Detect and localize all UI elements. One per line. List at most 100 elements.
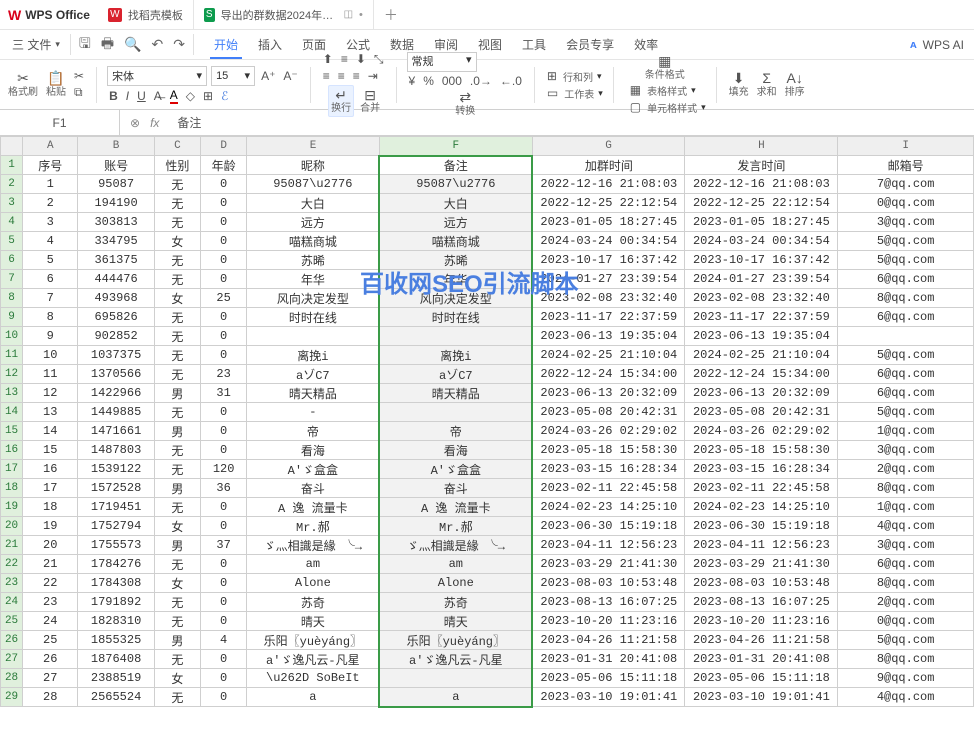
cell[interactable]: 2023-06-13 20:32:09 <box>685 384 838 403</box>
row-header[interactable]: 10 <box>1 327 23 346</box>
redo-icon[interactable]: ↷ <box>173 36 185 53</box>
cell[interactable]: 0 <box>201 270 247 289</box>
cell[interactable]: aゾC7 <box>379 365 532 384</box>
cell[interactable]: 5 <box>23 251 78 270</box>
row-header[interactable]: 21 <box>1 536 23 555</box>
cell[interactable]: 120 <box>201 460 247 479</box>
cell[interactable]: 6@qq.com <box>838 270 974 289</box>
cell[interactable]: 2023-01-05 18:27:45 <box>685 213 838 232</box>
row-header[interactable]: 4 <box>1 213 23 232</box>
select-all-corner[interactable] <box>1 137 23 156</box>
cell[interactable]: 1539122 <box>78 460 154 479</box>
cell[interactable]: 24 <box>23 612 78 631</box>
cell[interactable]: 2023-03-29 21:41:30 <box>685 555 838 574</box>
print-icon[interactable]: 🖶 <box>101 33 114 57</box>
cell[interactable]: 2023-03-15 16:28:34 <box>532 460 685 479</box>
cell[interactable]: 0 <box>201 441 247 460</box>
fx-icon[interactable]: fx <box>150 116 159 130</box>
row-header[interactable]: 12 <box>1 365 23 384</box>
cell[interactable]: 2023-06-30 15:19:18 <box>685 517 838 536</box>
merge-button[interactable]: ⊟合并 <box>358 88 382 114</box>
cell[interactable]: 苏晞 <box>379 251 532 270</box>
font-effects-icon[interactable]: ℰ <box>219 89 230 103</box>
cell[interactable]: 2024-01-27 23:39:54 <box>532 270 685 289</box>
cell[interactable]: 女 <box>154 669 200 688</box>
row-header[interactable]: 19 <box>1 498 23 517</box>
cell-format-label[interactable]: 单元格样式 <box>647 100 697 115</box>
tab-close-icon[interactable]: • <box>359 9 363 21</box>
cell[interactable]: \u262D SoBeIt <box>247 669 380 688</box>
cell[interactable]: 1791892 <box>78 593 154 612</box>
cell[interactable]: 无 <box>154 270 200 289</box>
cell[interactable]: 离挽i <box>247 346 380 365</box>
cell[interactable]: 36 <box>201 479 247 498</box>
cell[interactable]: 2023-05-06 15:11:18 <box>532 669 685 688</box>
cell[interactable]: 2023-06-13 19:35:04 <box>532 327 685 346</box>
cell[interactable]: 95087 <box>78 175 154 194</box>
cell[interactable]: 26 <box>23 650 78 669</box>
cell[interactable]: 女 <box>154 574 200 593</box>
row-header[interactable]: 29 <box>1 688 23 707</box>
cell[interactable]: 2023-11-17 22:37:59 <box>532 308 685 327</box>
align-center-icon[interactable]: ≡ <box>336 69 347 83</box>
cell[interactable]: 奋斗 <box>247 479 380 498</box>
font-size-select[interactable]: 15▾ <box>211 66 255 86</box>
cell[interactable]: 无 <box>154 403 200 422</box>
menu-开始[interactable]: 开始 <box>204 30 248 59</box>
cell[interactable]: 31 <box>201 384 247 403</box>
cell[interactable]: 2024-02-25 21:10:04 <box>685 346 838 365</box>
save-icon[interactable]: 🖫 <box>79 33 91 57</box>
cell[interactable]: 女 <box>154 289 200 308</box>
col-header-A[interactable]: A <box>23 137 78 156</box>
cell[interactable]: 2023-03-10 19:01:41 <box>532 688 685 707</box>
row-header[interactable]: 25 <box>1 612 23 631</box>
cell[interactable]: 15 <box>23 441 78 460</box>
cell[interactable]: 男 <box>154 422 200 441</box>
col-header-F[interactable]: F <box>379 137 532 156</box>
cell[interactable]: 361375 <box>78 251 154 270</box>
cell[interactable]: 2388519 <box>78 669 154 688</box>
cell[interactable]: 16 <box>23 460 78 479</box>
cell[interactable] <box>838 327 974 346</box>
underline-button[interactable]: U <box>135 89 148 103</box>
cell[interactable]: 0 <box>201 403 247 422</box>
row-header[interactable]: 1 <box>1 156 23 175</box>
cell[interactable]: 0 <box>201 688 247 707</box>
cell[interactable]: 帝 <box>379 422 532 441</box>
cell[interactable]: 6 <box>23 270 78 289</box>
cell[interactable]: 2 <box>23 194 78 213</box>
cell[interactable]: 晴天精品 <box>247 384 380 403</box>
cell[interactable]: 0 <box>201 346 247 365</box>
cell[interactable]: 1449885 <box>78 403 154 422</box>
cell[interactable]: 5@qq.com <box>838 232 974 251</box>
cell[interactable]: 看海 <box>247 441 380 460</box>
convert-button[interactable]: ⇄转换 <box>453 90 477 116</box>
cell[interactable] <box>379 669 532 688</box>
cell[interactable]: 无 <box>154 213 200 232</box>
currency-icon[interactable]: ¥ <box>407 74 418 88</box>
row-header[interactable]: 9 <box>1 308 23 327</box>
cell[interactable]: 194190 <box>78 194 154 213</box>
font-name-select[interactable]: 宋体▾ <box>107 66 207 86</box>
cell[interactable]: 无 <box>154 251 200 270</box>
cell[interactable]: 6@qq.com <box>838 384 974 403</box>
name-box[interactable]: F1 <box>0 110 120 135</box>
cell[interactable]: 0 <box>201 669 247 688</box>
cell[interactable]: 14 <box>23 422 78 441</box>
border-icon[interactable]: ⊞ <box>201 89 215 103</box>
cell[interactable]: 女 <box>154 517 200 536</box>
cell[interactable]: 2023-04-26 11:21:58 <box>685 631 838 650</box>
cell[interactable]: 2022-12-24 15:34:00 <box>685 365 838 384</box>
cell[interactable]: 账号 <box>78 156 154 175</box>
cell[interactable]: 6@qq.com <box>838 308 974 327</box>
cell[interactable]: Mr.郝 <box>247 517 380 536</box>
cell[interactable]: 2565524 <box>78 688 154 707</box>
menu-页面[interactable]: 页面 <box>292 30 336 59</box>
format-painter-button[interactable]: ✂格式刷 <box>6 71 40 97</box>
row-header[interactable]: 20 <box>1 517 23 536</box>
cell[interactable]: 493968 <box>78 289 154 308</box>
menu-会员专享[interactable]: 会员专享 <box>556 30 624 59</box>
fill-button[interactable]: ⬇填充 <box>727 71 751 97</box>
cell[interactable]: 19 <box>23 517 78 536</box>
row-header[interactable]: 7 <box>1 270 23 289</box>
